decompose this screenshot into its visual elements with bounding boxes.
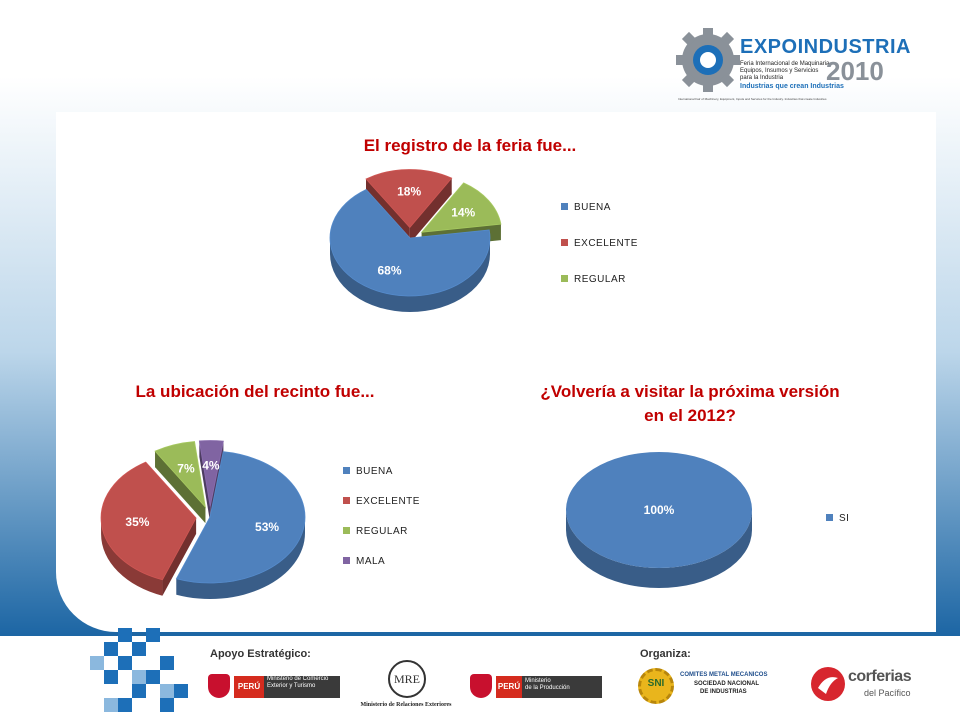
slice-wall <box>101 518 163 596</box>
slice-label-buena: 68% <box>377 264 401 278</box>
sni-mark: SNI <box>647 678 665 689</box>
slice-face <box>199 440 211 523</box>
peru-badge: PERÚ <box>234 676 264 698</box>
support-label: Apoyo Estratégico: <box>210 648 311 660</box>
legend-item-excelente: EXCELENTE <box>561 238 638 249</box>
sni-line-1: COMITES METAL MECANICOS <box>680 672 768 678</box>
slice-face <box>155 451 206 524</box>
logo-line-3: para la Industria <box>740 75 784 81</box>
slice-label-regular: 7% <box>177 461 195 475</box>
slice-label-regular: 14% <box>451 206 475 220</box>
checker-pattern-icon <box>90 628 188 712</box>
slice-excelente <box>365 169 453 229</box>
chart1-title: El registro de la feria fue... <box>363 136 577 155</box>
sni-gear-icon <box>638 668 674 704</box>
slice-buena <box>329 188 491 297</box>
legend-label: BUENA <box>574 202 611 213</box>
legend-item-buena: BUENA <box>343 466 393 477</box>
legend-label: REGULAR <box>574 274 626 285</box>
corferias-mark-icon <box>811 667 845 701</box>
chart3-legend: SI <box>826 513 906 533</box>
slice-wall <box>330 238 490 312</box>
chart2-legend: BUENA EXCELENTE REGULAR MALA <box>343 466 463 576</box>
legend-item-regular: REGULAR <box>561 274 626 285</box>
gear-icon <box>676 28 740 92</box>
sni-line-2: SOCIEDAD NACIONAL <box>694 681 760 687</box>
slice-regular <box>420 182 502 233</box>
produce-logo: PERÚ Ministerio de la Producción <box>470 672 602 702</box>
rree-logo: MRE Ministerio de Relaciones Exteriores <box>356 660 456 716</box>
sni-line-3: DE INDUSTRIAS <box>700 689 747 695</box>
slice-mala <box>198 440 224 507</box>
chart1-pie: 68% 18% 14% <box>329 169 502 312</box>
slice-label-si: 100% <box>644 503 675 517</box>
legend-item-buena: BUENA <box>561 202 611 213</box>
legend-item-regular: REGULAR <box>343 526 408 537</box>
legend-item-excelente: EXCELENTE <box>343 496 420 507</box>
legend-swatch <box>343 497 350 504</box>
sni-logo: SNI COMITES METAL MECANICOS SOCIEDAD NAC… <box>638 666 798 706</box>
corferias-logo: corferias del Pacífico <box>808 662 918 706</box>
logo-tagline: Industrias que crean Industrias <box>740 83 844 90</box>
slice-wall <box>566 510 752 588</box>
corferias-sub: del Pacífico <box>864 688 911 698</box>
mincetur-text: Ministerio de Comercio Exterior y Turism… <box>264 676 340 698</box>
logo-line-2: Equipos, Insumos y Servicios <box>740 68 819 74</box>
legend-swatch <box>343 467 350 474</box>
chart1-legend: BUENA EXCELENTE REGULAR <box>561 202 681 302</box>
slice-excelente <box>100 461 197 581</box>
expoindustria-logo: EXPOINDUSTRIA Feria Internacional de Maq… <box>676 20 910 110</box>
legend-swatch <box>561 203 568 210</box>
peru-shield-icon <box>470 674 492 698</box>
chart2-pie: 53% 35% 7% 4% <box>100 440 306 599</box>
logo-year: 2010 <box>826 56 884 86</box>
mincetur-logo: PERÚ Ministerio de Comercio Exterior y T… <box>208 672 340 702</box>
logo-title: EXPOINDUSTRIA <box>740 36 911 58</box>
legend-label: EXCELENTE <box>356 496 420 507</box>
legend-swatch <box>826 514 833 521</box>
slice-si <box>566 452 752 568</box>
legend-item-si: SI <box>826 513 849 524</box>
slice-regular <box>154 441 206 509</box>
slice-side-si <box>566 510 752 588</box>
produce-line-2: de la Producción <box>525 685 570 691</box>
slice-face <box>162 518 197 596</box>
slice-label-excelente: 35% <box>125 515 149 529</box>
legend-swatch <box>561 275 568 282</box>
slice-wall <box>176 517 305 599</box>
organizer-label: Organiza: <box>640 648 691 660</box>
peru-badge: PERÚ <box>496 676 522 698</box>
legend-label: EXCELENTE <box>574 238 638 249</box>
rree-text: Ministerio de Relaciones Exteriores <box>360 702 452 708</box>
mre-seal: MRE <box>388 660 426 698</box>
produce-line-1: Ministerio <box>525 678 551 684</box>
legend-item-mala: MALA <box>343 556 385 567</box>
legend-swatch <box>343 557 350 564</box>
legend-label: SI <box>839 513 850 524</box>
legend-label: BUENA <box>356 466 393 477</box>
chart3-pie: 100% <box>566 452 752 588</box>
logo-subline: International Fair of Machinery, Equipme… <box>678 97 827 101</box>
legend-label: MALA <box>356 556 386 567</box>
legend-label: REGULAR <box>356 526 408 537</box>
chart3-title: ¿Volvería a visitar la próxima versión e… <box>540 382 840 425</box>
slice-label-buena: 53% <box>255 520 279 534</box>
slice-label-excelente: 18% <box>397 185 421 199</box>
slice-buena <box>175 451 306 584</box>
logo-line-1: Feria Internacional de Maquinaria, <box>740 61 832 67</box>
slice-face <box>409 178 452 244</box>
chart2-title: La ubicación del recinto fue... <box>135 382 375 401</box>
corferias-text: corferias <box>848 668 912 685</box>
produce-text: Ministerio de la Producción <box>522 676 602 698</box>
peru-shield-icon <box>208 674 230 698</box>
legend-swatch <box>561 239 568 246</box>
slice-label-mala: 4% <box>202 459 220 473</box>
legend-swatch <box>343 527 350 534</box>
